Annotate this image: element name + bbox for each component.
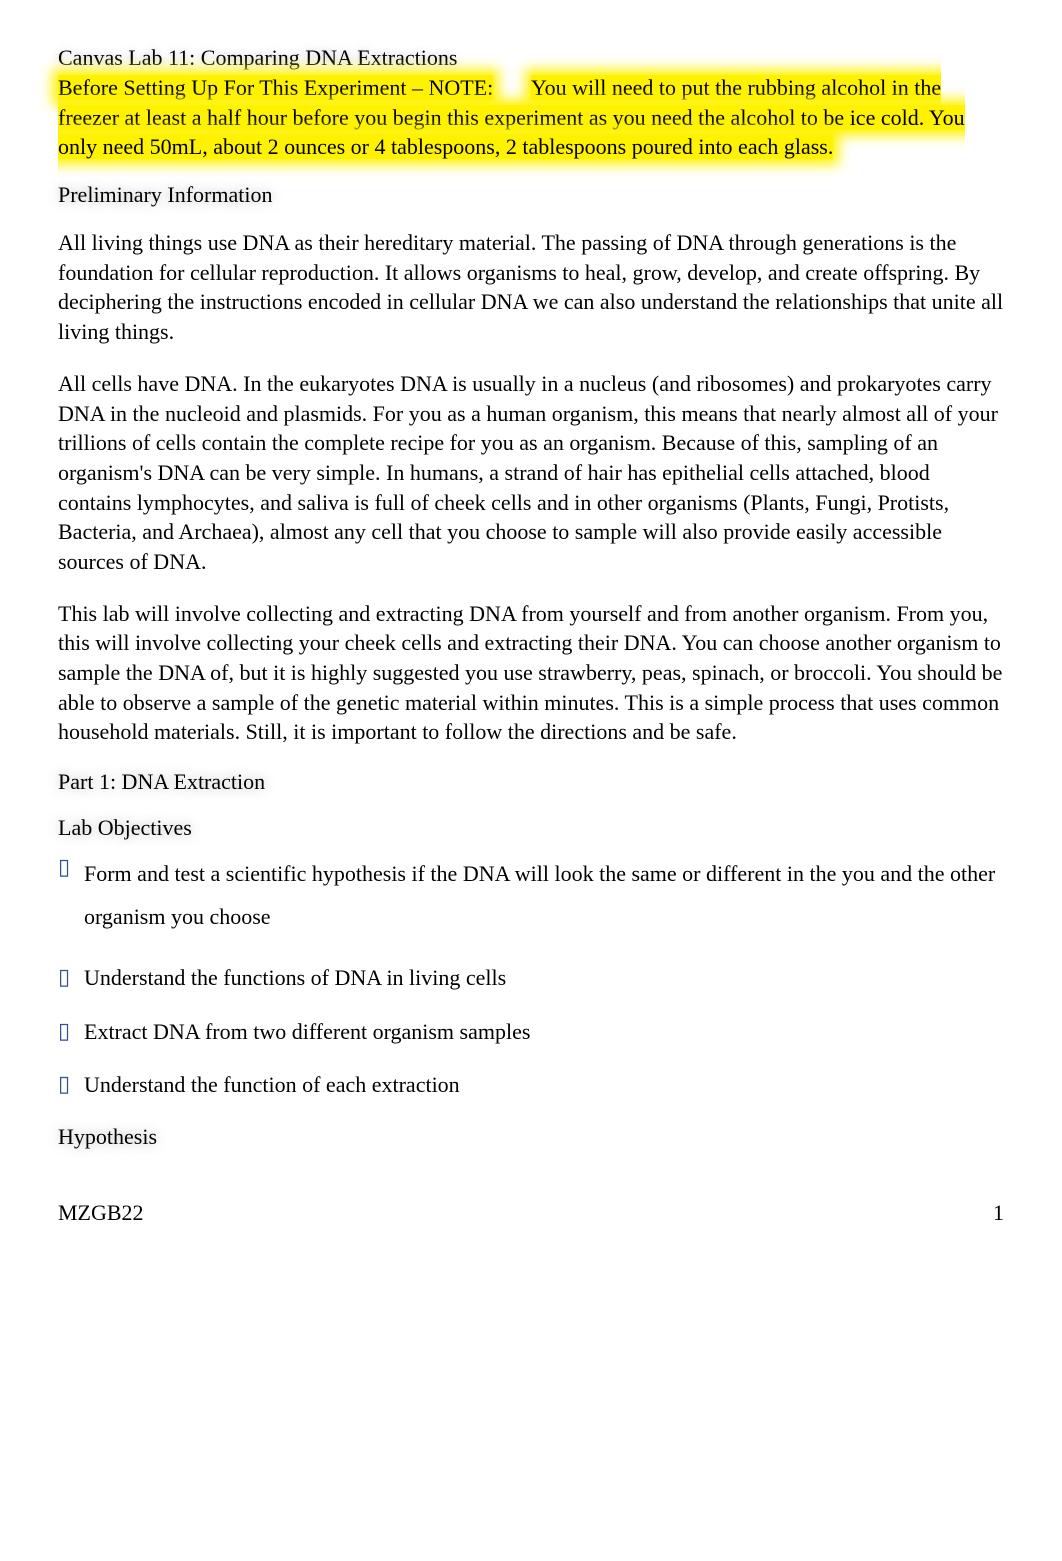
bullet-icon: ▯ [58,964,84,990]
page-number: 1 [993,1200,1004,1226]
setup-note: Before Setting Up For This Experiment – … [58,73,1004,162]
list-item: ▯ Extract DNA from two different organis… [58,1017,1004,1047]
list-item-text: Extract DNA from two different organism … [84,1017,530,1047]
part1-heading: Part 1: DNA Extraction [58,769,1004,795]
paragraph-2: All cells have DNA. In the eukaryotes DN… [58,369,1004,577]
document-title: Canvas Lab 11: Comparing DNA Extractions [58,45,1004,71]
objectives-list: ▯ Form and test a scientific hypothesis … [58,853,1004,1100]
note-gap [499,75,527,100]
bullet-icon: ▯ [58,1018,84,1044]
list-item: ▯ Form and test a scientific hypothesis … [58,853,1004,939]
list-item-text: Understand the functions of DNA in livin… [84,963,506,993]
bullet-icon: ▯ [58,854,84,880]
note-label: Before Setting Up For This Experiment – … [58,75,493,100]
bullet-icon: ▯ [58,1071,84,1097]
preliminary-heading: Preliminary Information [58,182,1004,208]
list-item: ▯ Understand the function of each extrac… [58,1070,1004,1100]
list-item: ▯ Understand the functions of DNA in liv… [58,963,1004,993]
list-item-text: Form and test a scientific hypothesis if… [84,853,1004,939]
paragraph-1: All living things use DNA as their hered… [58,228,1004,347]
paragraph-3: This lab will involve collecting and ext… [58,599,1004,747]
footer-row: MZGB22 1 [58,1200,1004,1226]
footer-code: MZGB22 [58,1200,144,1226]
list-item-text: Understand the function of each extracti… [84,1070,460,1100]
objectives-heading: Lab Objectives [58,815,1004,841]
hypothesis-heading: Hypothesis [58,1124,1004,1150]
